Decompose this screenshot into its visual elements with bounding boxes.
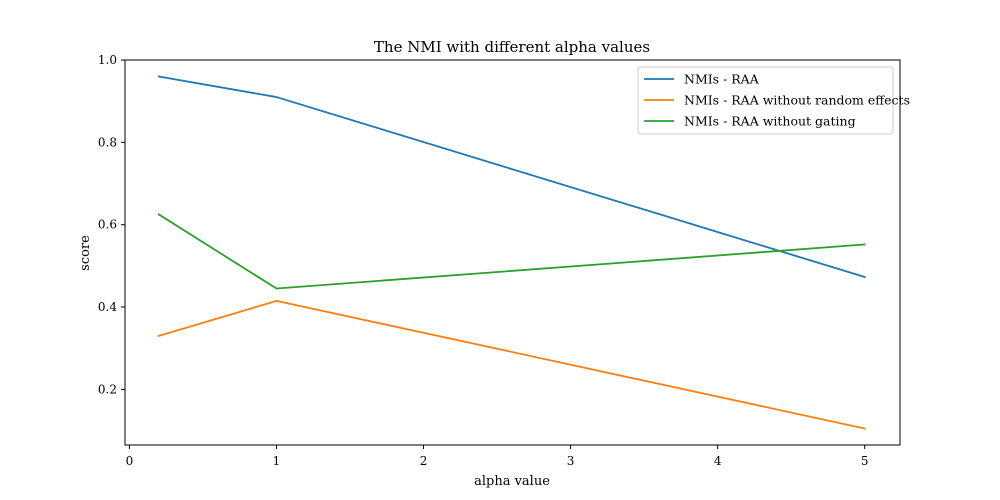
series-line-raa xyxy=(157,75,866,279)
legend: NMIs - RAA NMIs - RAA without random eff… xyxy=(637,66,910,135)
legend-label-raa: NMIs - RAA xyxy=(684,72,760,87)
y-axis: 0.2 0.4 0.6 0.8 1.0 xyxy=(98,53,125,396)
x-tick-label: 0 xyxy=(126,454,134,468)
x-tick-label: 3 xyxy=(567,454,575,468)
y-tick-label: 1.0 xyxy=(98,53,117,67)
y-tick-label: 0.2 xyxy=(98,382,117,396)
series-lines xyxy=(157,75,866,430)
x-axis: 0 1 2 3 4 5 xyxy=(126,445,869,468)
legend-label-raa-without-gating: NMIs - RAA without gating xyxy=(684,114,856,129)
series-line-raa-without-random-effects xyxy=(157,299,866,430)
y-axis-label: score xyxy=(78,235,93,271)
y-tick-label: 0.4 xyxy=(98,300,117,314)
chart-title: The NMI with different alpha values xyxy=(374,38,650,56)
series-line-raa-without-gating xyxy=(157,213,866,290)
x-tick-label: 5 xyxy=(861,454,869,468)
legend-label-raa-without-random-effects: NMIs - RAA without random effects xyxy=(684,93,910,108)
x-axis-label: alpha value xyxy=(474,474,550,489)
legend-box xyxy=(637,66,894,135)
x-tick-label: 1 xyxy=(273,454,281,468)
x-tick-label: 4 xyxy=(714,454,722,468)
y-tick-label: 0.6 xyxy=(98,218,117,232)
x-tick-label: 2 xyxy=(420,454,428,468)
plot-area xyxy=(124,59,901,446)
y-tick-label: 0.8 xyxy=(98,135,117,149)
